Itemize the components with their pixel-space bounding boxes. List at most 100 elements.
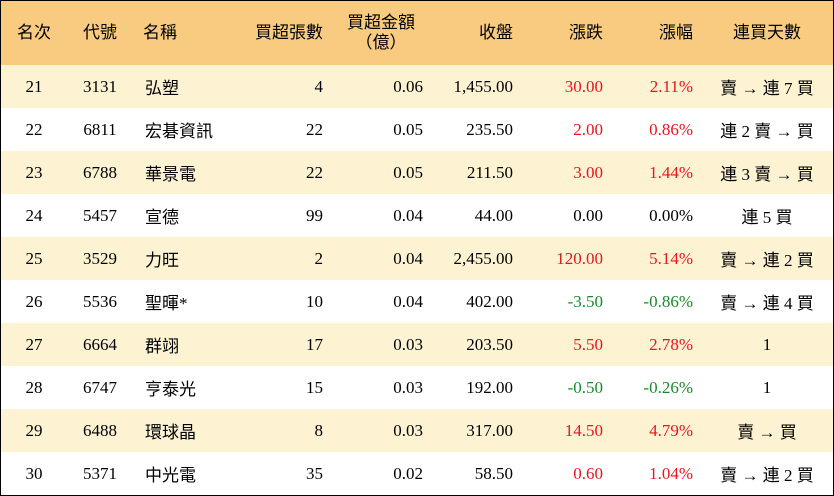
table-cell: 2.11% [649,76,693,96]
table-cell: 0.03 [393,334,423,354]
table-cell: 賣 → 買 [737,423,797,442]
table-cell: 10 [306,291,323,311]
table-cell: 203.50 [466,334,513,354]
table-cell: 力旺 [145,251,179,270]
header-row: 名次 代號 名稱 買超張數 買超金額 （億） 收盤 漲跌 漲幅 連買天數 [1,1,833,65]
table-cell: 0.04 [393,205,423,225]
table-cell: 中光電 [145,466,196,485]
table-cell: 317.00 [466,420,513,440]
table-cell: 連 2 賣 → 買 [720,122,814,141]
table-cell: 3131 [83,76,117,96]
table-cell: 亨泰光 [145,380,196,399]
table-cell: 0.86% [649,119,693,139]
header-cell: 收盤 [479,23,513,42]
header-cell: 買超張數 [255,23,323,42]
table-row: 26 5536 聖暉* 10 0.04 402.00 -3.50 -0.86% 賣 → 連 4 … [1,280,833,323]
table-cell: 22 [25,119,43,139]
table-cell: 賣 → 連 2 買 [720,251,814,270]
table-cell: 14.50 [564,420,603,440]
table-cell: 6488 [83,420,117,440]
table-cell: 賣 → 連 7 買 [720,79,814,98]
table-cell: 402.00 [466,291,513,311]
table-cell: 0.60 [573,463,603,483]
table-cell: 賣 → 連 2 買 [720,466,814,485]
table-cell: 0.03 [393,377,423,397]
table-cell: 連 5 買 [741,208,793,227]
table-cell: 28 [25,377,43,397]
table-cell: 120.00 [556,248,603,268]
table-cell: 5457 [83,205,117,225]
table-cell: 29 [25,420,43,440]
table-row: 29 6488 環球晶 8 0.03 317.00 14.50 4.79% 賣 → 買 [1,409,833,452]
table-cell: 群翊 [145,337,179,356]
table-cell: 27 [25,334,43,354]
table-cell: 44.00 [474,205,513,225]
table-cell: 3529 [83,248,117,268]
table-cell: 5371 [83,463,117,483]
table-row: 22 6811 宏碁資訊 22 0.05 235.50 2.00 0.86% 連 2 賣 → 買 [1,108,833,151]
table-cell: 24 [25,205,43,225]
table-cell: 5.50 [573,334,603,354]
table-cell: 1,455.00 [453,76,514,96]
header-cell: 代號 [83,23,117,42]
table-cell: 6664 [83,334,117,354]
table-cell: 30.00 [564,76,603,96]
table-cell: 26 [25,291,43,311]
table-cell: -0.26% [643,377,693,397]
table-cell: 2,455.00 [453,248,514,268]
table-row: 27 6664 群翊 17 0.03 203.50 5.50 2.78% 1 [1,323,833,366]
table-cell: 5.14% [649,248,693,268]
table-cell: 0.06 [393,76,423,96]
table-cell: 2.00 [573,119,603,139]
table-cell: -0.86% [643,291,693,311]
table-cell: 5536 [83,291,117,311]
table-cell: 22 [306,162,323,182]
table-cell: -3.50 [567,291,603,311]
header-cell: 名次 [17,23,51,42]
table-cell: 2 [314,248,324,268]
table-cell: 0.05 [393,119,423,139]
table-cell: 0.05 [393,162,423,182]
table-cell: 22 [306,119,323,139]
header-cell: 漲跌 [569,23,603,42]
table-cell: 17 [306,334,323,354]
table-cell: 連 3 賣 → 買 [720,165,814,184]
table-cell: 6811 [83,119,117,139]
table-cell: 宣德 [145,208,179,227]
table-cell: 1 [762,334,772,354]
table-cell: 1.04% [649,463,693,483]
table-cell: 21 [25,76,43,96]
table-cell: 宏碁資訊 [145,122,213,141]
table-cell: 23 [25,162,43,182]
table-cell: 聖暉* [145,294,188,313]
table-cell: 1.44% [649,162,693,182]
table-body: 21 3131 弘塑 4 0.06 1,455.00 30.00 2.11% 賣 → 連 7 買… [1,65,833,495]
table-cell: 0.04 [393,248,423,268]
table-cell: 弘塑 [145,79,179,98]
header-line: （億） [355,33,407,52]
table-cell: 99 [306,205,323,225]
table-cell: 0.00 [573,205,603,225]
table-cell: 35 [306,463,323,483]
table-cell: 235.50 [466,119,513,139]
table-row: 21 3131 弘塑 4 0.06 1,455.00 30.00 2.11% 賣 → 連 7 買 [1,65,833,108]
header-cell: 漲幅 [659,23,693,42]
table-cell: 58.50 [474,463,513,483]
header-cell: 買超金額 （億） [331,1,431,65]
header-cell: 名稱 [143,23,177,42]
table-row: 28 6747 亨泰光 15 0.03 192.00 -0.50 -0.26% 1 [1,366,833,409]
table-cell: 0.02 [393,463,423,483]
table-cell: 0.03 [393,420,423,440]
table-cell: 6788 [83,162,117,182]
table-cell: 25 [25,248,43,268]
table-row: 25 3529 力旺 2 0.04 2,455.00 120.00 5.14% 賣 → 連 2 … [1,237,833,280]
table-cell: 華景電 [145,165,196,184]
table-row: 30 5371 中光電 35 0.02 58.50 0.60 1.04% 賣 → 連 2 買 [1,452,833,495]
table-cell: 0.04 [393,291,423,311]
header-cell: 連買天數 [733,23,801,42]
table-row: 24 5457 宣德 99 0.04 44.00 0.00 0.00% 連 5 買 [1,194,833,237]
table-cell: 1 [762,377,772,397]
table-cell: 4 [314,76,324,96]
